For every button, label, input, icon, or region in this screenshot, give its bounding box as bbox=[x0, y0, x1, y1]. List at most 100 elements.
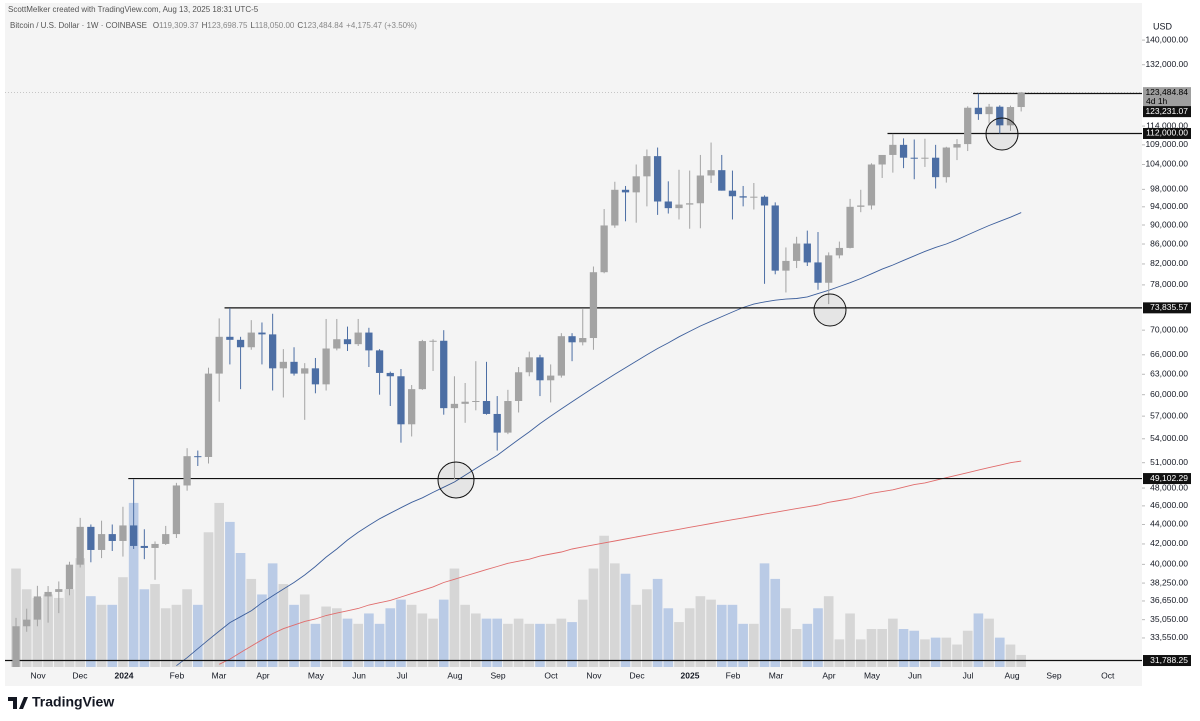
candle-body bbox=[12, 626, 20, 667]
volume-bar bbox=[535, 623, 545, 667]
volume-bar bbox=[128, 502, 139, 667]
x-tick-label: Mar bbox=[769, 670, 784, 680]
y-tick-label: 63,000.00 bbox=[1150, 369, 1188, 379]
y-tick-label: 46,000.00 bbox=[1150, 500, 1188, 510]
x-tick-label: May bbox=[864, 670, 881, 680]
candle-body bbox=[450, 403, 459, 409]
volume-bar bbox=[225, 521, 235, 667]
candle-body bbox=[846, 206, 854, 248]
y-tick-label: 36,650.00 bbox=[1150, 595, 1188, 605]
volume-bar bbox=[556, 618, 567, 667]
volume-bar bbox=[203, 532, 214, 667]
countdown-label: 4d 1h bbox=[1146, 96, 1168, 106]
brand-logo: TradingView bbox=[8, 694, 114, 710]
volume-bar bbox=[930, 637, 941, 667]
candle-body bbox=[23, 619, 31, 627]
volume-bar bbox=[492, 618, 503, 667]
x-tick-label: Apr bbox=[256, 670, 269, 680]
level-box bbox=[1143, 302, 1191, 314]
volume-bar bbox=[727, 604, 738, 667]
volume-bar bbox=[460, 604, 470, 667]
candle-body bbox=[472, 401, 480, 403]
candle-body bbox=[579, 338, 587, 343]
ohlc-key: C bbox=[297, 21, 303, 30]
y-tick-label: 38,250.00 bbox=[1150, 577, 1188, 587]
candle-body bbox=[290, 361, 298, 374]
volume-bar bbox=[118, 577, 128, 667]
candle-body bbox=[750, 196, 758, 198]
candle-body bbox=[728, 190, 737, 197]
y-tick-label: 35,050.00 bbox=[1150, 614, 1188, 624]
level-label: 112,000.00 bbox=[1146, 128, 1188, 138]
y-tick-label: 104,000.00 bbox=[1145, 159, 1188, 169]
x-tick-label: Feb bbox=[726, 670, 741, 680]
volume-bar bbox=[973, 613, 984, 667]
volume-bar bbox=[374, 623, 385, 667]
candle-body bbox=[236, 339, 245, 348]
volume-bar bbox=[781, 608, 791, 667]
change: +4,175.47 (+3.50%) bbox=[346, 21, 417, 30]
volume-bar bbox=[610, 563, 620, 667]
candle-body bbox=[493, 413, 501, 433]
volume-bar bbox=[171, 604, 182, 667]
x-tick-label: Nov bbox=[586, 670, 602, 680]
candle-body bbox=[386, 372, 394, 377]
volume-bar bbox=[75, 558, 85, 667]
candle-body bbox=[547, 375, 555, 381]
last-price-label: 123,484.84 bbox=[1145, 87, 1188, 97]
y-tick-label: 94,000.00 bbox=[1150, 201, 1188, 211]
volume-bar bbox=[791, 629, 802, 667]
ohlc-value: 119,309.37 bbox=[159, 21, 199, 30]
y-tick-label: 57,000.00 bbox=[1150, 410, 1188, 420]
y-tick-label: 60,000.00 bbox=[1150, 389, 1188, 399]
candle-body bbox=[130, 525, 138, 546]
volume-bar bbox=[631, 604, 642, 667]
symbol-line: Bitcoin / U.S. Dollar · 1W · COINBASE O11… bbox=[10, 21, 417, 30]
volume-bar bbox=[182, 589, 192, 667]
volume-bar bbox=[257, 594, 267, 667]
volume-bar bbox=[11, 568, 21, 667]
candle-body bbox=[65, 564, 74, 590]
y-tick-label: 140,000.00 bbox=[1145, 34, 1188, 44]
candle-body bbox=[707, 170, 715, 176]
volume-bar bbox=[898, 629, 909, 667]
volume-bar bbox=[246, 578, 257, 667]
candle-body bbox=[568, 336, 576, 343]
volume-bar bbox=[438, 599, 449, 667]
candle-body bbox=[365, 332, 373, 351]
ma-layer bbox=[176, 212, 1022, 667]
volume-bar bbox=[620, 573, 631, 667]
volume-bar bbox=[267, 563, 278, 667]
volume-bar bbox=[888, 618, 898, 667]
ohlc-value: 118,050.00 bbox=[255, 21, 295, 30]
candle-body bbox=[140, 545, 148, 548]
volume-bar bbox=[449, 568, 460, 667]
ohlc-key: H bbox=[202, 21, 208, 30]
y-tick-label: 33,550.00 bbox=[1150, 632, 1188, 642]
level-box bbox=[1143, 655, 1191, 667]
volume-bar bbox=[481, 618, 492, 667]
highlight-circle bbox=[813, 293, 847, 327]
candle-body bbox=[835, 247, 844, 256]
countdown-box bbox=[1143, 96, 1191, 108]
volume-bar bbox=[524, 623, 535, 667]
x-tick-label: May bbox=[308, 670, 325, 680]
y-tick-label: 114,000.00 bbox=[1146, 120, 1188, 130]
y-tick-label: 51,000.00 bbox=[1150, 457, 1188, 467]
volume-bar bbox=[417, 613, 428, 667]
candle-body bbox=[931, 157, 940, 178]
volume-bar bbox=[941, 637, 952, 667]
candle-body bbox=[55, 589, 63, 592]
x-tick-label: Jun bbox=[352, 670, 366, 680]
y-tick-label: 54,000.00 bbox=[1150, 433, 1188, 443]
volume-bar bbox=[96, 604, 107, 667]
y-tick-label: 70,000.00 bbox=[1150, 324, 1188, 334]
volume-bar bbox=[299, 594, 310, 667]
volume-bar bbox=[952, 644, 962, 667]
candle-body bbox=[482, 401, 491, 414]
volume-bar bbox=[855, 639, 866, 667]
candle-body bbox=[792, 243, 801, 261]
volume-bar bbox=[674, 622, 684, 667]
